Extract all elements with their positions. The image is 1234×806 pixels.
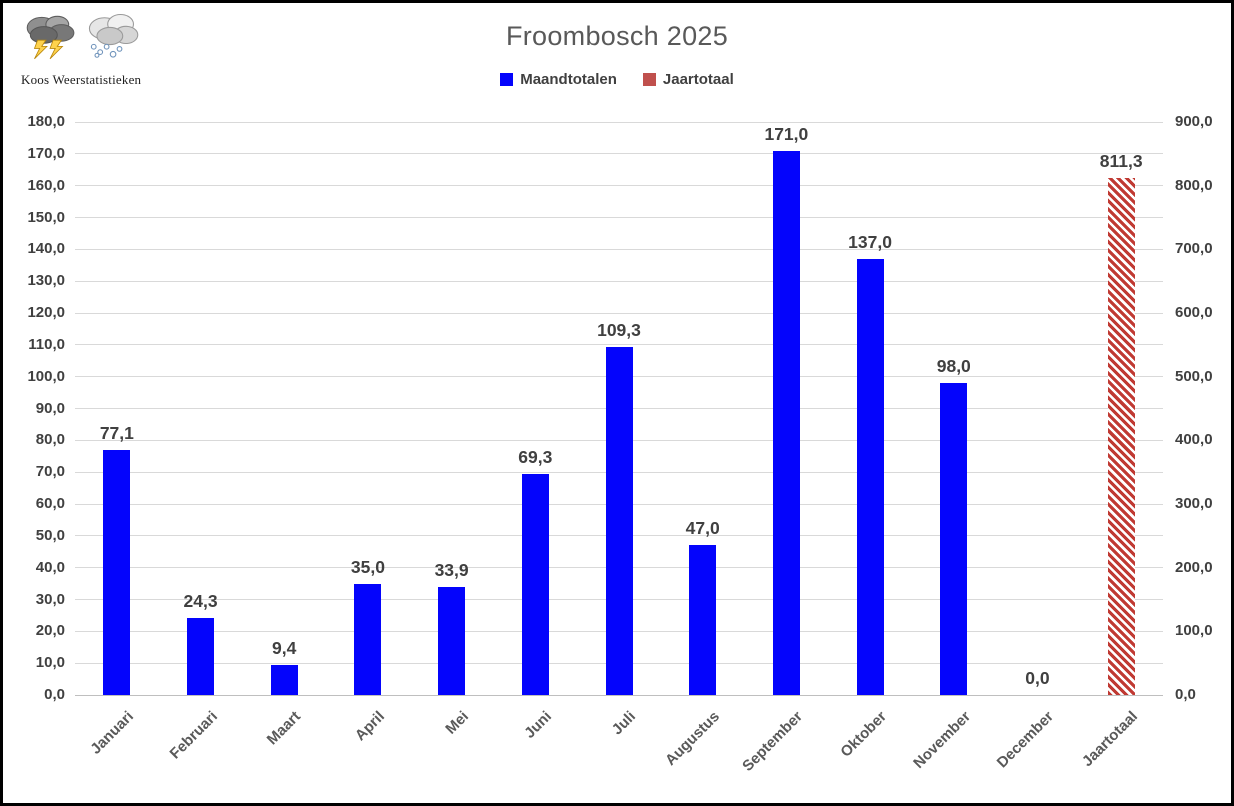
- data-label-augustus: 47,0: [685, 518, 720, 539]
- x-axis-label-november: November: [909, 708, 974, 772]
- data-label-februari: 24,3: [183, 590, 218, 611]
- x-axis-label-januari: Januari: [87, 708, 137, 758]
- right-axis-tick: 500,0: [1175, 367, 1213, 385]
- bar-juni: [521, 474, 549, 695]
- logo-text: Koos Weerstatistieken: [21, 72, 142, 87]
- logo-icons: [21, 11, 141, 66]
- left-axis-tick: 110,0: [28, 335, 65, 353]
- hail-cloud-icon: [83, 11, 141, 66]
- left-axis-tick: 0,0: [44, 686, 65, 703]
- x-axis-label-mei: Mei: [441, 708, 472, 738]
- right-axis-tick: 900,0: [1175, 113, 1213, 130]
- left-axis-tick: 60,0: [35, 495, 65, 512]
- bar-september: [772, 150, 800, 695]
- right-axis-tick: 200,0: [1175, 558, 1213, 576]
- bar-juli: [605, 347, 633, 695]
- x-axis-label-oktober: Oktober: [837, 708, 891, 761]
- right-axis-tick: 700,0: [1175, 240, 1213, 258]
- gridline: [75, 153, 1163, 155]
- left-axis-tick: 80,0: [35, 431, 65, 449]
- left-axis-tick: 150,0: [27, 208, 65, 226]
- gridline: [75, 248, 1163, 250]
- x-axis-label-augustus: Augustus: [661, 708, 723, 769]
- bar-januari: [103, 449, 131, 695]
- logo: Koos Weerstatistieken: [21, 11, 141, 88]
- bar-augustus: [689, 545, 717, 695]
- bar-jaartotaal: [1107, 178, 1135, 695]
- data-label-jaartotaal: 811,3: [1099, 151, 1143, 172]
- right-axis-tick: 0,0: [1175, 686, 1196, 703]
- x-axis-label-december: December: [994, 708, 1058, 772]
- data-label-maart: 9,4: [272, 638, 297, 659]
- left-axis-tick: 130,0: [27, 272, 65, 290]
- gridline: [75, 280, 1163, 282]
- storm-cloud-icon: [21, 11, 77, 66]
- data-label-december: 0,0: [1025, 668, 1050, 688]
- legend-swatch-maandtotalen: [500, 73, 514, 86]
- x-axis-label-september: September: [739, 708, 807, 775]
- bar-maart: [270, 665, 298, 695]
- bar-februari: [187, 617, 215, 695]
- left-axis-tick: 180,0: [27, 113, 65, 130]
- left-axis-tick: 140,0: [27, 240, 65, 258]
- bar-mei: [438, 587, 466, 695]
- left-axis-tick: 90,0: [35, 399, 65, 417]
- left-axis-tick: 160,0: [27, 176, 65, 194]
- data-label-juli: 109,3: [597, 320, 641, 341]
- legend-label-maandtotalen: Maandtotalen: [520, 71, 617, 88]
- gridline: [75, 217, 1163, 218]
- right-axis-tick: 300,0: [1175, 495, 1213, 512]
- right-axis-tick: 400,0: [1175, 431, 1213, 449]
- x-axis-label-maart: Maart: [263, 708, 305, 749]
- right-axis-tick: 100,0: [1175, 622, 1213, 640]
- legend: Maandtotalen Jaartotaal: [3, 71, 1231, 88]
- right-axis-tick: 800,0: [1175, 176, 1213, 194]
- legend-swatch-jaartotaal: [642, 73, 656, 86]
- legend-item-jaartotaal: Jaartotaal: [642, 71, 734, 88]
- x-axis-label-jaartotaal: Jaartotaal: [1079, 708, 1142, 771]
- data-label-oktober: 137,0: [848, 231, 892, 252]
- data-label-mei: 33,9: [434, 560, 469, 581]
- data-label-september: 171,0: [764, 123, 809, 144]
- gridline: [75, 312, 1163, 314]
- bar-november: [940, 383, 968, 695]
- chart-title: Froombosch 2025: [505, 21, 729, 51]
- x-axis-label-februari: Februari: [166, 708, 221, 763]
- left-axis-tick: 70,0: [35, 463, 65, 481]
- left-axis-tick: 50,0: [35, 526, 65, 544]
- left-axis-tick: 30,0: [35, 590, 65, 608]
- bar-april: [354, 583, 382, 695]
- bar-oktober: [856, 258, 884, 695]
- data-label-juni: 69,3: [518, 447, 553, 468]
- left-axis-tick: 20,0: [35, 622, 65, 640]
- legend-item-maandtotalen: Maandtotalen: [500, 71, 617, 88]
- left-axis-tick: 170,0: [27, 144, 65, 162]
- right-axis-tick: 600,0: [1175, 304, 1213, 321]
- x-axis-label-juni: Juni: [521, 708, 556, 742]
- data-label-januari: 77,1: [99, 422, 134, 443]
- gridline: [75, 344, 1163, 346]
- left-axis-tick: 10,0: [35, 654, 65, 672]
- data-label-november: 98,0: [936, 356, 971, 377]
- gridline: [75, 121, 1163, 123]
- legend-label-jaartotaal: Jaartotaal: [662, 71, 734, 88]
- x-axis-label-juli: Juli: [608, 708, 640, 739]
- left-axis-tick: 40,0: [35, 558, 65, 576]
- left-axis-tick: 100,0: [27, 367, 65, 385]
- gridline: [75, 694, 1163, 696]
- gridline: [75, 185, 1163, 187]
- data-label-april: 35,0: [350, 556, 385, 577]
- left-axis-tick: 120,0: [27, 304, 65, 321]
- x-axis-label-april: April: [351, 708, 388, 745]
